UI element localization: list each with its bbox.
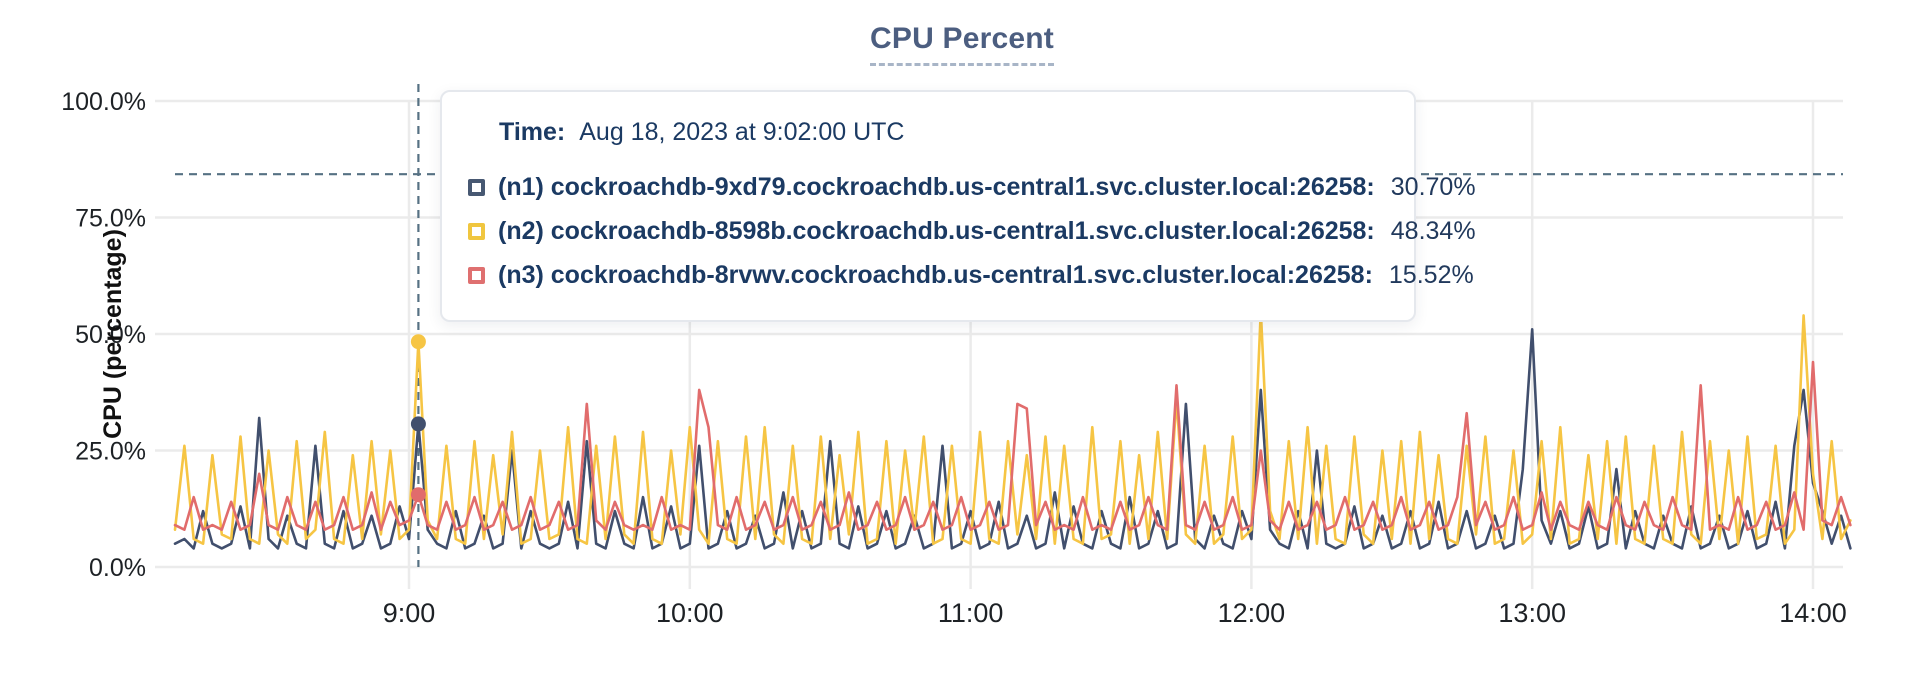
series-label-n2: (n2) cockroachdb-8598b.cockroachdb.us-ce… [498,217,1375,245]
y-tick-label: 0.0% [89,554,146,582]
tooltip-time-row: Time: Aug 18, 2023 at 9:02:00 UTC [468,117,1390,147]
series-line-n2 [173,309,1852,546]
x-tick-label: 10:00 [656,598,724,628]
series-label-n1: (n1) cockroachdb-9xd79.cockroachdb.us-ce… [498,173,1375,201]
series-label-n3: (n3) cockroachdb-8rvwv.cockroachdb.us-ce… [498,261,1373,289]
hover-dot-n2 [410,334,426,350]
tooltip-series-row-n2: (n2) cockroachdb-8598b.cockroachdb.us-ce… [468,216,1476,246]
tooltip-series-row-n3: (n3) cockroachdb-8rvwv.cockroachdb.us-ce… [468,260,1474,290]
y-tick-label: 75.0% [75,205,146,233]
series-swatch-n3-icon [468,266,485,284]
y-tick-label: 25.0% [75,438,146,466]
series-line-n3 [173,360,1852,532]
y-tick-label: 100.0% [61,88,146,116]
y-tick-label: 50.0% [75,321,146,349]
hover-dot-n3 [410,487,426,503]
tooltip-time-value: Aug 18, 2023 at 9:02:00 UTC [579,118,905,146]
x-tick-label: 13:00 [1498,598,1566,628]
x-tick-label: 14:00 [1779,598,1847,628]
chart-tooltip: Time: Aug 18, 2023 at 9:02:00 UTC (n1) co… [440,90,1476,322]
y-axis-title: CPU (percentage) [99,229,127,439]
series-value-n3: 15.52% [1388,261,1474,289]
chart-title: CPU Percent [870,22,1054,66]
tooltip-series-row-n1: (n1) cockroachdb-9xd79.cockroachdb.us-ce… [468,172,1476,202]
series-swatch-n1-icon [468,178,485,196]
tooltip-time-label: Time: [499,118,566,146]
x-tick-label: 9:00 [383,598,436,628]
x-tick-label: 11:00 [938,598,1004,628]
x-tick-label: 12:00 [1218,598,1286,628]
hover-dot-n1 [410,416,426,432]
series-swatch-n2-icon [468,222,485,240]
series-value-n1: 30.70% [1390,173,1476,201]
series-value-n2: 48.34% [1390,217,1476,245]
chart-title-row: CPU Percent [0,22,1924,66]
